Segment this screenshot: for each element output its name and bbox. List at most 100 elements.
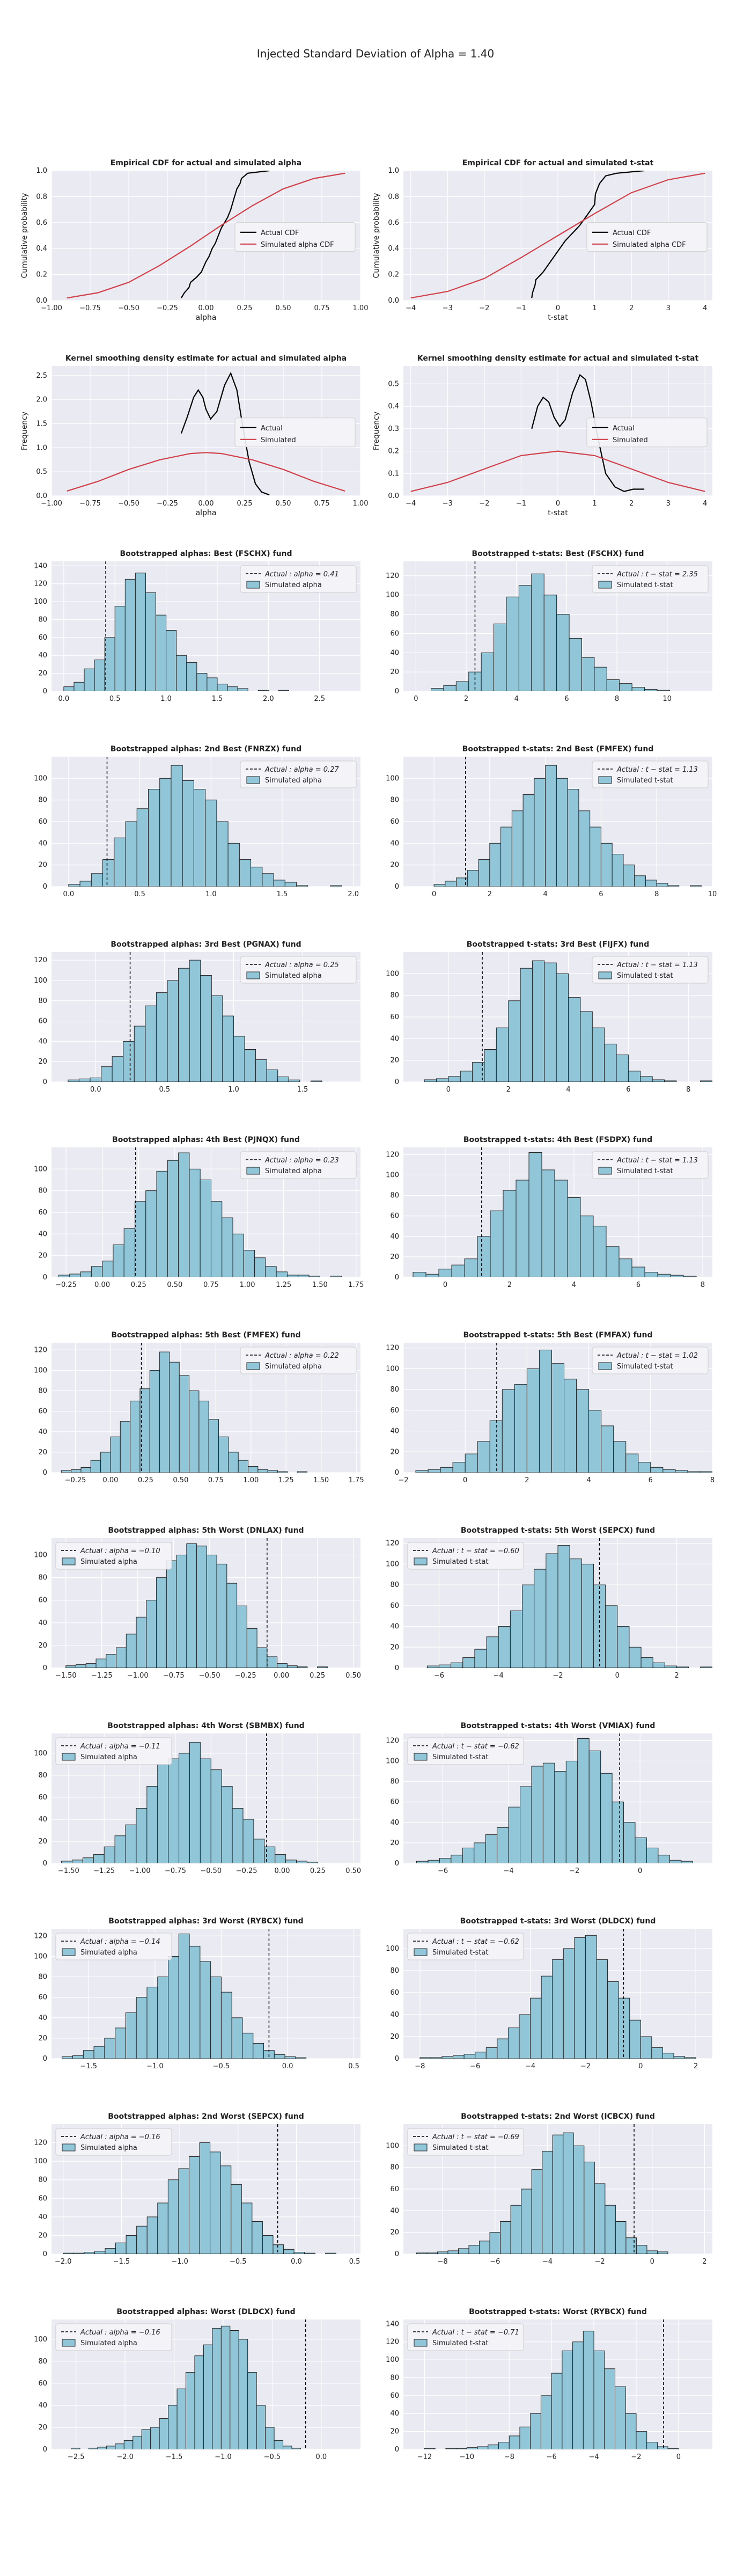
histogram-bar — [252, 2221, 263, 2254]
y-tick-label: 100 — [386, 1560, 399, 1568]
histogram-bar — [296, 885, 308, 887]
histogram-bar — [636, 2245, 647, 2254]
figure-suptitle: Injected Standard Deviation of Alpha = 1… — [256, 47, 495, 60]
chart-title: Bootstrapped t-stats: 3rd Best (FIJFX) f… — [467, 940, 650, 949]
legend-label: Simulated alpha CDF — [613, 241, 686, 249]
x-tick-label: −1.00 — [129, 1867, 151, 1875]
histogram-bar — [447, 2250, 459, 2254]
histogram-bar — [645, 880, 657, 887]
legend-box — [592, 1346, 709, 1374]
histogram-bar — [440, 1467, 453, 1473]
histogram-bar — [296, 1861, 307, 1863]
y-tick-label: 60 — [38, 1209, 47, 1217]
histogram-bar — [242, 1819, 254, 1863]
histogram-bar — [101, 1066, 113, 1082]
histogram-bar — [700, 1471, 712, 1473]
x-tick-label: 1.25 — [278, 1476, 294, 1484]
x-tick-label: 0.5 — [349, 2258, 360, 2266]
x-tick-label: −1.0 — [171, 2258, 188, 2266]
histogram-bar — [426, 1665, 439, 1668]
histogram-bar — [68, 1079, 79, 1082]
y-axis-label: Frequency — [372, 412, 381, 450]
chart-kde-tstat: −4 −3 −2 −1 0 1 2 3 4 0.0 0.1 0.2 0.3 0.4 0.5 Kernel sm… — [372, 354, 712, 517]
histogram-bar — [496, 1027, 509, 1082]
x-tick-label: 6 — [636, 1281, 640, 1289]
y-tick-label: 40 — [390, 2011, 399, 2019]
histogram-bar — [208, 1419, 219, 1473]
histogram-bar — [511, 810, 524, 887]
legend-box — [234, 418, 356, 448]
plot-body — [58, 1147, 342, 1277]
histogram-bar — [199, 2142, 211, 2254]
y-tick-label: 100 — [386, 1757, 399, 1765]
y-tick-label: 40 — [38, 652, 47, 660]
histogram-bar — [275, 1854, 286, 1863]
chart-title: Bootstrapped t-stats: 4th Worst (VMIAX) … — [461, 1722, 656, 1730]
legend-actual-label: Actual : alpha = 0.23 — [264, 1157, 339, 1165]
x-tick-label: −1.25 — [93, 1867, 115, 1875]
histogram-bar — [178, 1152, 190, 1277]
histogram-bar — [658, 1855, 670, 1863]
y-tick-label: 120 — [34, 1932, 47, 1940]
histogram-bar — [522, 1584, 535, 1668]
histogram-bar — [419, 2057, 431, 2059]
y-tick-label: 40 — [390, 1623, 399, 1631]
histogram-bar — [167, 1160, 179, 1277]
histogram-bar — [445, 2448, 457, 2449]
histogram-bar — [578, 810, 591, 887]
y-tick-label: 40 — [390, 2207, 399, 2215]
histogram-bar — [497, 2038, 509, 2059]
histogram-bar — [227, 686, 238, 691]
histogram-bar — [568, 997, 581, 1082]
histogram-bar — [638, 1462, 651, 1473]
histogram-bar — [171, 765, 183, 887]
legend-actual-label: Actual : t − stat = −0.60 — [432, 1547, 519, 1555]
x-tick-label: 0.0 — [291, 2258, 302, 2266]
histogram-bar — [114, 837, 126, 887]
legend: Actual : t − stat = −0.60 Simulated t-sta… — [407, 1542, 524, 1570]
histogram-bar — [189, 960, 201, 1082]
series-line-simulated — [67, 452, 345, 492]
legend-hist-label: Simulated t-stat — [432, 2144, 489, 2152]
histogram-bar — [656, 883, 668, 887]
y-tick-label: 0 — [395, 1860, 399, 1868]
histogram-bar — [189, 1741, 201, 1863]
plot-body — [63, 561, 289, 691]
legend-hist-label: Simulated alpha — [80, 2144, 137, 2152]
chart-title: Bootstrapped t-stats: 4th Best (FSDPX) f… — [463, 1136, 652, 1144]
histogram-bar — [625, 1453, 639, 1473]
plot-body — [410, 171, 705, 299]
histogram-bar — [574, 1937, 586, 2059]
y-tick-label: 60 — [390, 1989, 399, 1997]
histogram-bar — [216, 1563, 227, 1668]
legend-box — [55, 1933, 172, 1960]
x-tick-label: −1.00 — [41, 304, 62, 312]
histogram-bar — [448, 1076, 461, 1082]
histogram-bar — [71, 1469, 82, 1473]
y-tick-label: 0 — [43, 1078, 47, 1086]
x-tick-label: 0.5 — [109, 695, 121, 703]
histogram-bar — [606, 1246, 620, 1277]
plot-body — [426, 1538, 712, 1668]
histogram-bar — [551, 1363, 565, 1473]
x-tick-label: −1.25 — [91, 1672, 113, 1680]
histogram-bar — [498, 1626, 511, 1668]
y-tick-label: 20 — [38, 670, 47, 678]
histogram-bar — [306, 1862, 318, 1863]
y-tick-label: 0 — [395, 883, 399, 891]
histogram-bar — [580, 1216, 594, 1277]
x-tick-label: 1.00 — [353, 500, 369, 508]
x-tick-label: 8 — [686, 1086, 690, 1094]
histogram-bar — [97, 2447, 107, 2449]
x-tick-label: 0.25 — [131, 1281, 146, 1289]
histogram-bar — [605, 1605, 618, 1668]
histogram-bar — [521, 2189, 532, 2254]
y-tick-label: 0.0 — [36, 492, 47, 500]
legend-actual-label: Actual : t − stat = 2.35 — [616, 570, 698, 579]
y-tick-label: 60 — [390, 1602, 399, 1610]
y-tick-label: 100 — [386, 1945, 399, 1953]
legend-actual-label: Actual : t − stat = 1.13 — [616, 1157, 698, 1165]
legend: Actual : alpha = 0.23 Simulated alpha — [240, 1151, 357, 1179]
